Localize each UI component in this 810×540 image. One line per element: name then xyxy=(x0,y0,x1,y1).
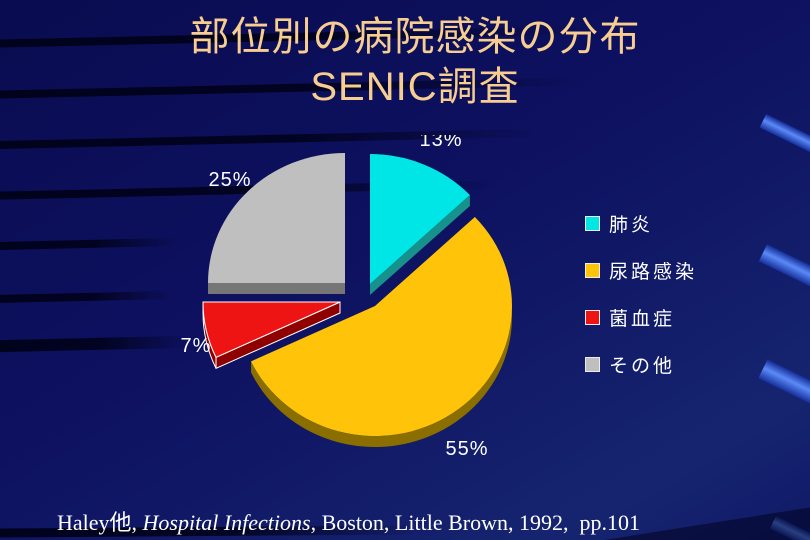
legend-swatch xyxy=(585,262,600,278)
legend-label: 尿路感染 xyxy=(609,261,698,283)
legend-label: 肺炎 xyxy=(609,214,654,236)
pie-slice-label: 55% xyxy=(445,438,488,460)
legend-label: 菌血症 xyxy=(609,308,676,330)
pie-slice-label: 25% xyxy=(208,169,251,191)
citation-suffix: , Boston, Little Brown, 1992, pp.101 xyxy=(310,510,640,535)
legend-item-pneumonia: 肺炎 xyxy=(585,211,697,236)
pie-slice-label: 13% xyxy=(419,135,462,151)
chart-legend: 肺炎 尿路感染 菌血症 その他 xyxy=(585,211,697,399)
legend-item-bacteremia: 菌血症 xyxy=(585,305,697,330)
title-line-2: SENIC調査 xyxy=(310,65,520,109)
legend-item-other: その他 xyxy=(585,352,697,377)
background-streak xyxy=(0,290,175,304)
accent-ribbon xyxy=(758,359,810,404)
citation-prefix: Haley他, xyxy=(57,510,143,535)
citation-book-title: Hospital Infections xyxy=(142,510,311,535)
pie-slice-label: 7% xyxy=(181,335,212,357)
citation: Haley他, Hospital Infections, Boston, Lit… xyxy=(35,479,640,540)
slide-title: 部位別の病院感染の分布 SENIC調査 xyxy=(30,12,800,112)
legend-swatch xyxy=(585,309,600,325)
title-line-1: 部位別の病院感染の分布 xyxy=(189,15,641,59)
legend-swatch xyxy=(585,356,600,372)
legend-item-uti: 尿路感染 xyxy=(585,258,698,283)
accent-ribbon xyxy=(759,114,810,153)
accent-ribbon xyxy=(758,244,810,287)
pie-chart: 13% 55% 7% 25% xyxy=(181,135,513,460)
legend-label: その他 xyxy=(609,355,676,377)
legend-swatch xyxy=(585,215,600,231)
